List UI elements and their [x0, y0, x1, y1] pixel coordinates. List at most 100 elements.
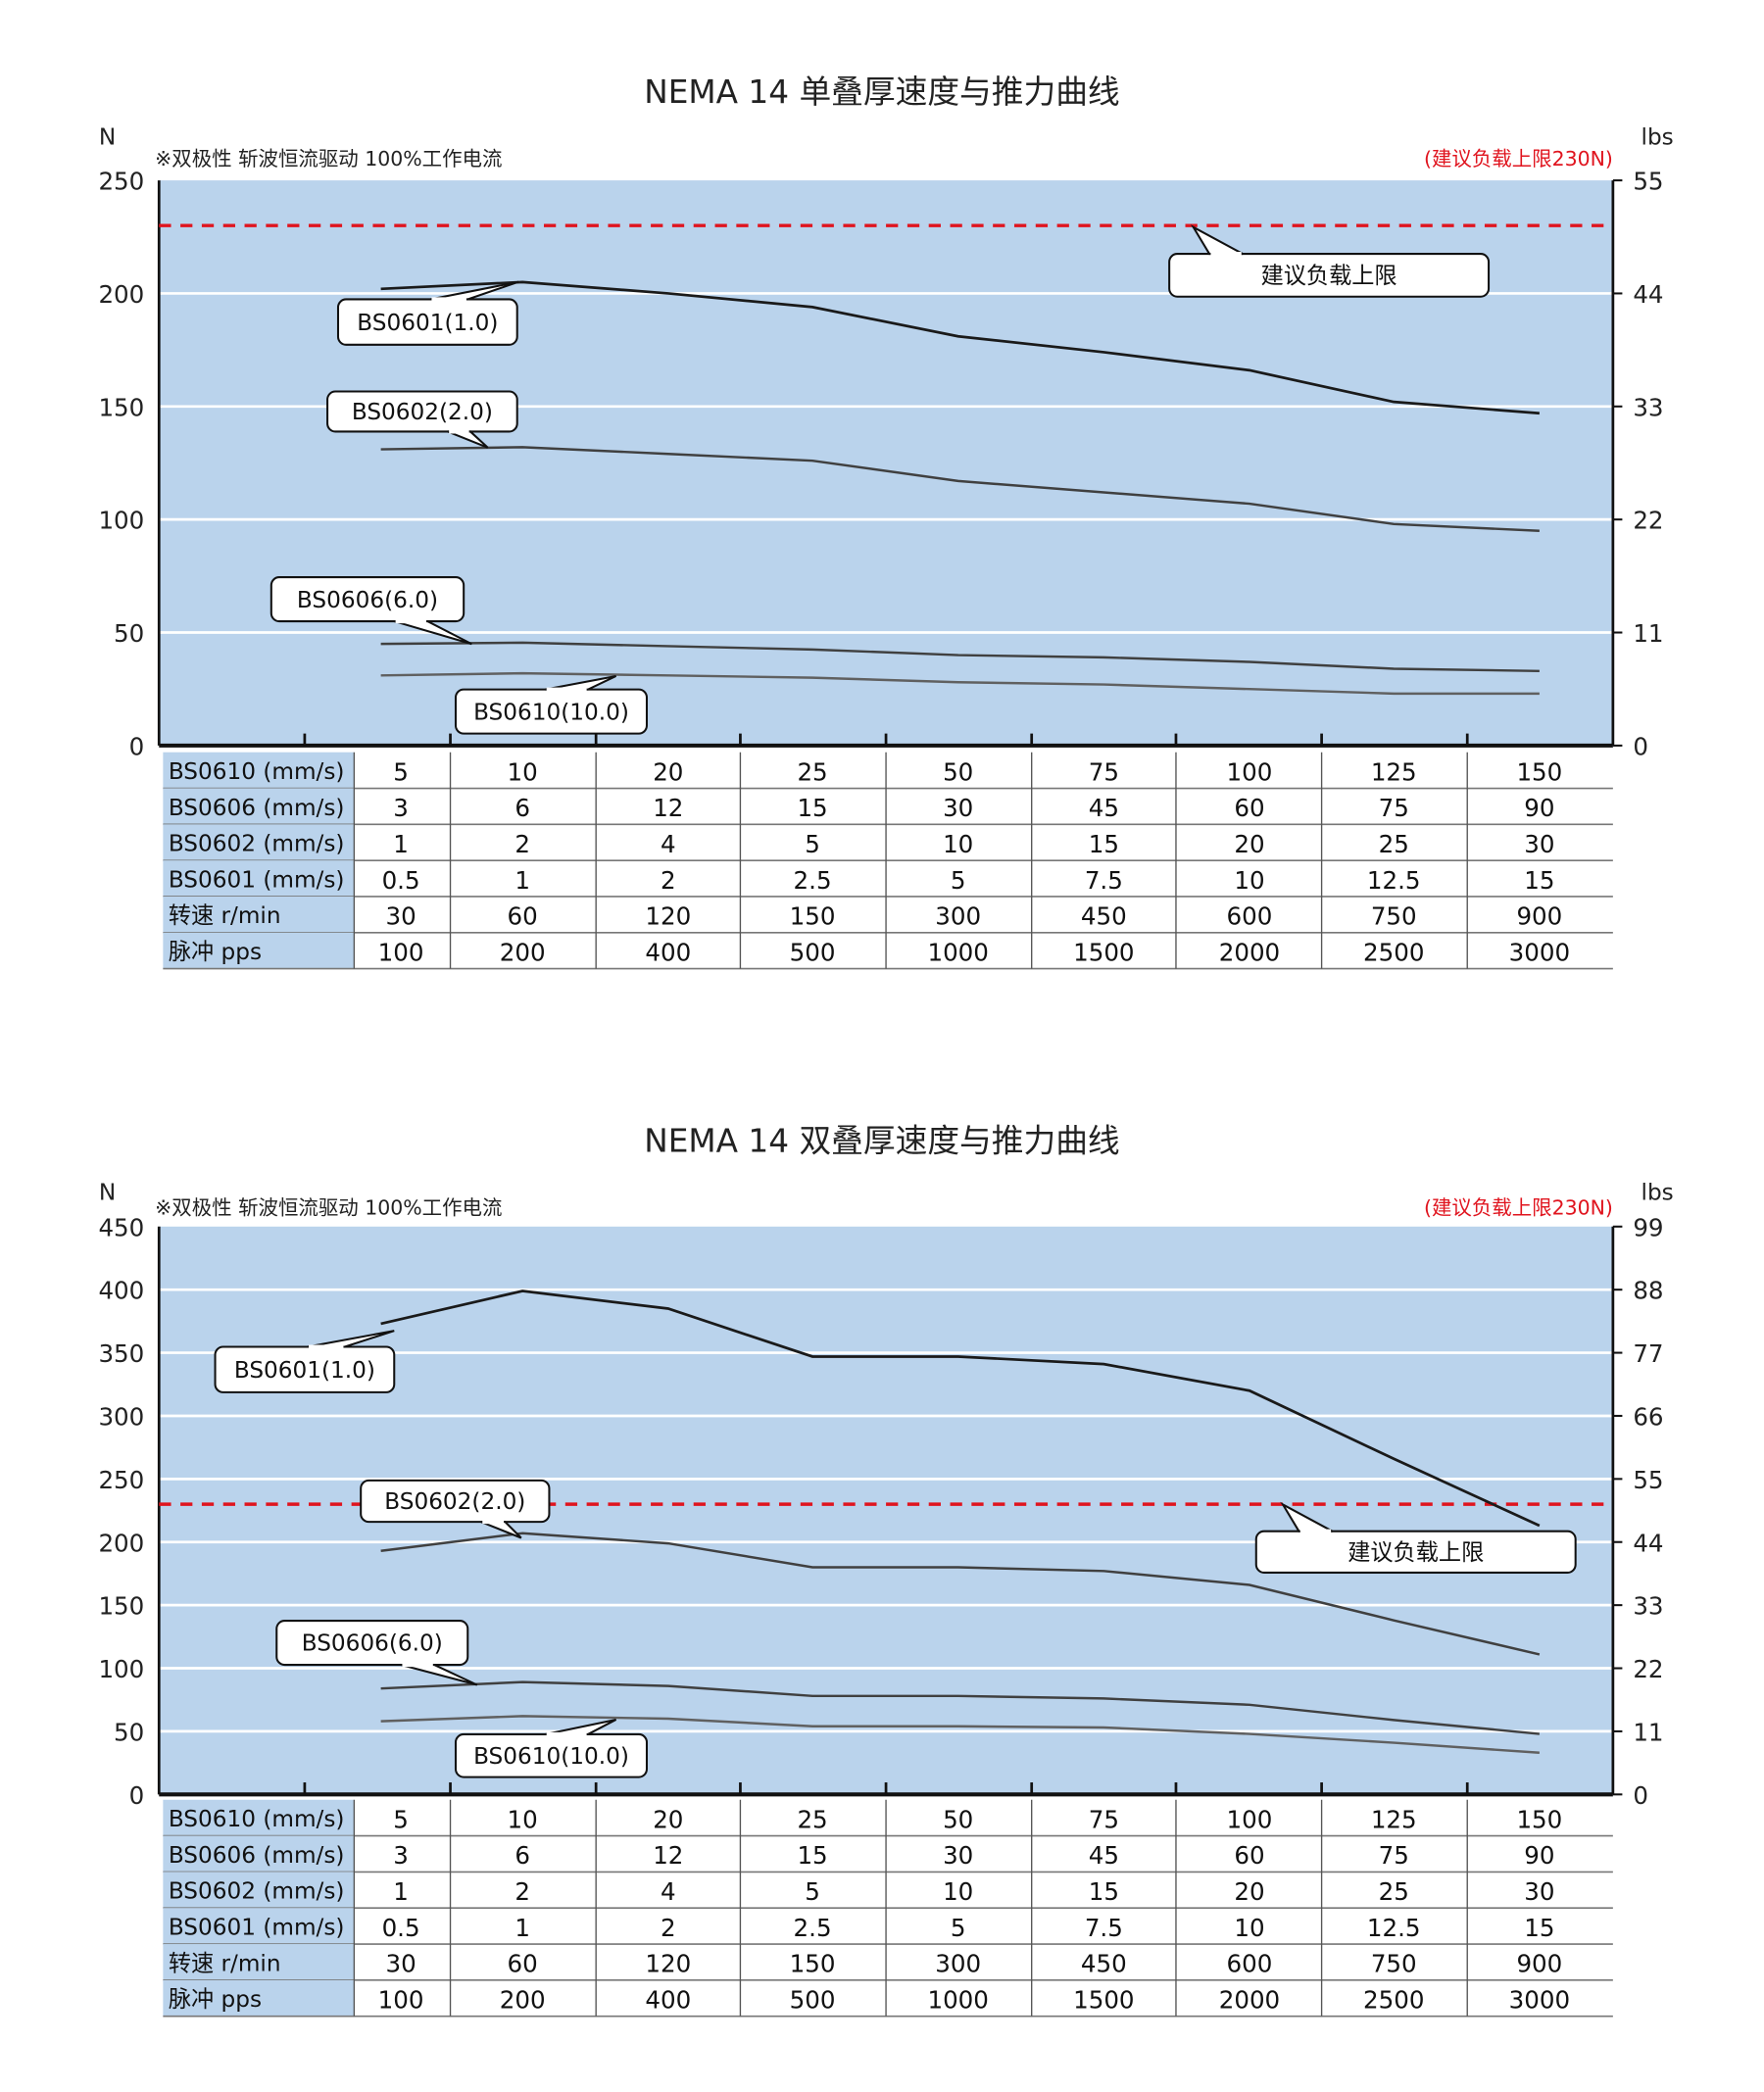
table-cell: 25 — [1379, 1877, 1409, 1906]
table-cell: 1500 — [1073, 938, 1134, 966]
table-cell: 75 — [1089, 1805, 1119, 1833]
table-cell: 75 — [1089, 757, 1119, 786]
table-cell: 600 — [1227, 1950, 1273, 1978]
table-cell: 3 — [393, 794, 409, 822]
table-cell: 7.5 — [1085, 1914, 1123, 1942]
y-axis-label-left: N — [99, 1180, 116, 1206]
table-cell: 75 — [1379, 1841, 1409, 1870]
table-cell: 1500 — [1073, 1985, 1134, 2014]
table-cell: 450 — [1081, 902, 1127, 931]
table-cell: 5 — [393, 1805, 409, 1833]
y-right-tick-label: 55 — [1633, 168, 1663, 196]
table-cell: 125 — [1371, 1805, 1417, 1833]
table-cell: 100 — [1227, 1805, 1273, 1833]
row-label: BS0606 (mm/s) — [169, 1842, 345, 1869]
table-cell: 300 — [935, 902, 981, 931]
table-cell: 45 — [1089, 1841, 1119, 1870]
table-cell: 5 — [951, 866, 966, 895]
y-tick-label: 200 — [98, 1529, 144, 1557]
table-cell: 30 — [385, 902, 416, 931]
table-cell: 4 — [661, 830, 676, 858]
y-right-tick-label: 0 — [1633, 732, 1648, 760]
table-cell: 2500 — [1363, 938, 1424, 966]
callout-bs0606-text: BS0606(6.0) — [302, 1630, 443, 1657]
y-tick-label: 150 — [98, 393, 144, 421]
table-cell: 750 — [1371, 1950, 1417, 1978]
y-right-tick-label: 66 — [1633, 1403, 1663, 1432]
y-right-tick-label: 22 — [1633, 507, 1663, 535]
table-cell: 25 — [797, 1805, 827, 1833]
table-cell: 15 — [797, 794, 827, 822]
table-cell: 10 — [508, 757, 538, 786]
table-cell: 20 — [1234, 830, 1264, 858]
y-axis-label-left: N — [99, 123, 116, 150]
table-cell: 15 — [1524, 866, 1554, 895]
table-cell: 400 — [645, 1985, 691, 2014]
limit-note: (建议负载上限230N) — [1424, 147, 1613, 170]
y-right-tick-label: 33 — [1633, 393, 1663, 421]
table-cell: 50 — [943, 757, 973, 786]
y-tick-label: 350 — [98, 1339, 144, 1368]
row-label: BS0602 (mm/s) — [169, 1878, 345, 1905]
y-right-tick-label: 55 — [1633, 1466, 1663, 1494]
callout-bs0601-text: BS0601(1.0) — [234, 1357, 375, 1384]
table-cell: 20 — [653, 757, 683, 786]
y-axis-label-right: lbs — [1642, 123, 1674, 150]
row-label: BS0610 (mm/s) — [169, 758, 345, 785]
table-cell: 60 — [1234, 1841, 1264, 1870]
row-label: 转速 r/min — [169, 902, 281, 929]
table-cell: 10 — [943, 1877, 973, 1906]
table-cell: 500 — [790, 938, 836, 966]
table-cell: 20 — [653, 1805, 683, 1833]
table-cell: 600 — [1227, 902, 1273, 931]
table-cell: 12 — [653, 794, 683, 822]
table-cell: 10 — [1234, 1914, 1264, 1942]
table-cell: 3 — [393, 1841, 409, 1870]
table-cell: 5 — [805, 830, 820, 858]
table-cell: 100 — [1227, 757, 1273, 786]
table-cell: 12.5 — [1367, 1914, 1421, 1942]
y-right-tick-label: 77 — [1633, 1339, 1663, 1368]
table-cell: 125 — [1371, 757, 1417, 786]
drive-note: ※双极性 斩波恒流驱动 100%工作电流 — [155, 147, 502, 170]
table-cell: 4 — [661, 1877, 676, 1906]
table-cell: 60 — [1234, 794, 1264, 822]
table-cell: 25 — [797, 757, 827, 786]
y-tick-label: 100 — [98, 1655, 144, 1683]
table-cell: 12 — [653, 1841, 683, 1870]
table-cell: 2000 — [1219, 1985, 1280, 2014]
y-tick-label: 50 — [114, 619, 144, 648]
chart-title: NEMA 14 单叠厚速度与推力曲线 — [644, 73, 1119, 111]
table-cell: 1 — [514, 1914, 530, 1942]
y-right-tick-label: 44 — [1633, 1529, 1663, 1557]
row-label: BS0602 (mm/s) — [169, 831, 345, 857]
drive-note: ※双极性 斩波恒流驱动 100%工作电流 — [155, 1196, 502, 1220]
table-cell: 200 — [500, 938, 546, 966]
table-cell: 3000 — [1509, 1985, 1570, 2014]
callout-limit-text: 建议负载上限 — [1261, 263, 1397, 289]
callout-bs0602-text: BS0602(2.0) — [352, 399, 493, 425]
row-label: 脉冲 pps — [169, 1986, 262, 2013]
table-cell: 90 — [1524, 1841, 1554, 1870]
callout-bs0602-text: BS0602(2.0) — [384, 1488, 525, 1515]
y-right-tick-label: 44 — [1633, 280, 1663, 309]
table-cell: 6 — [514, 794, 530, 822]
table-cell: 10 — [508, 1805, 538, 1833]
table-cell: 75 — [1379, 794, 1409, 822]
table-cell: 30 — [385, 1950, 416, 1978]
row-label: BS0601 (mm/s) — [169, 1914, 345, 1940]
table-cell: 5 — [951, 1914, 966, 1942]
callout-bs0610-text: BS0610(10.0) — [473, 1743, 629, 1770]
y-tick-label: 400 — [98, 1277, 144, 1305]
table-cell: 2 — [661, 1914, 676, 1942]
table-cell: 2 — [661, 866, 676, 895]
